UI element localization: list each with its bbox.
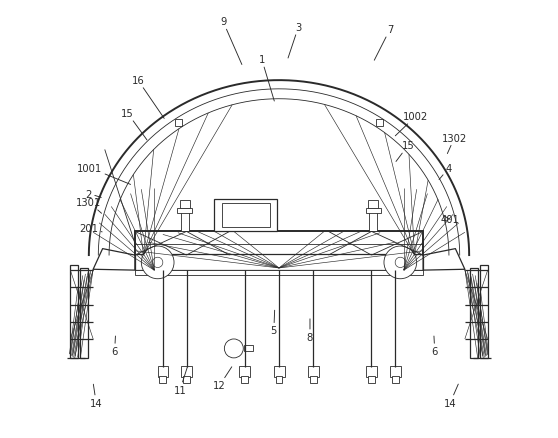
Bar [183, 377, 190, 383]
Bar [367, 367, 377, 377]
Text: 14: 14 [444, 384, 458, 408]
Bar [241, 377, 248, 383]
Bar [158, 367, 169, 377]
Bar [470, 268, 478, 358]
Bar [135, 254, 423, 271]
Bar [160, 377, 166, 383]
Bar [369, 211, 377, 232]
Bar [135, 232, 423, 255]
Bar [244, 346, 253, 351]
Bar [310, 377, 317, 383]
Text: 1002: 1002 [395, 112, 429, 137]
Bar [368, 201, 378, 208]
Bar [368, 377, 375, 383]
Text: 14: 14 [90, 384, 103, 408]
Bar [276, 377, 282, 383]
Bar [376, 120, 383, 127]
Text: 6: 6 [431, 336, 438, 356]
Circle shape [395, 258, 406, 268]
Text: 1: 1 [258, 55, 275, 102]
Bar [80, 268, 88, 358]
Text: 3: 3 [288, 23, 301, 59]
Bar [214, 200, 277, 232]
Text: 2: 2 [86, 189, 102, 199]
Bar [239, 367, 250, 377]
Text: 15: 15 [121, 109, 147, 141]
Text: 401: 401 [441, 215, 460, 225]
Circle shape [384, 247, 417, 279]
Bar [181, 367, 192, 377]
Bar [70, 265, 78, 358]
Bar [177, 208, 192, 214]
Bar [390, 367, 401, 377]
Text: 11: 11 [174, 367, 187, 395]
Text: 1001: 1001 [77, 163, 131, 185]
Circle shape [141, 247, 174, 279]
Bar [181, 211, 189, 232]
Text: 5: 5 [271, 311, 277, 336]
Bar [274, 367, 285, 377]
Bar [175, 120, 182, 127]
Circle shape [224, 339, 243, 358]
Bar [135, 271, 423, 276]
Text: 16: 16 [132, 76, 164, 119]
Text: 12: 12 [213, 367, 232, 391]
Text: 1301: 1301 [76, 198, 102, 214]
Text: 9: 9 [220, 18, 242, 65]
Text: 201: 201 [79, 223, 102, 233]
Text: 6: 6 [112, 336, 118, 356]
Bar [392, 377, 398, 383]
Text: 1302: 1302 [442, 133, 467, 154]
Text: 7: 7 [374, 25, 393, 61]
Text: 4: 4 [439, 163, 452, 180]
Bar [308, 367, 319, 377]
Text: 15: 15 [396, 141, 415, 162]
Circle shape [152, 258, 163, 268]
Bar [366, 208, 381, 214]
Bar [222, 204, 270, 228]
Text: 8: 8 [307, 319, 313, 342]
Bar [480, 265, 488, 358]
Bar [180, 201, 190, 208]
